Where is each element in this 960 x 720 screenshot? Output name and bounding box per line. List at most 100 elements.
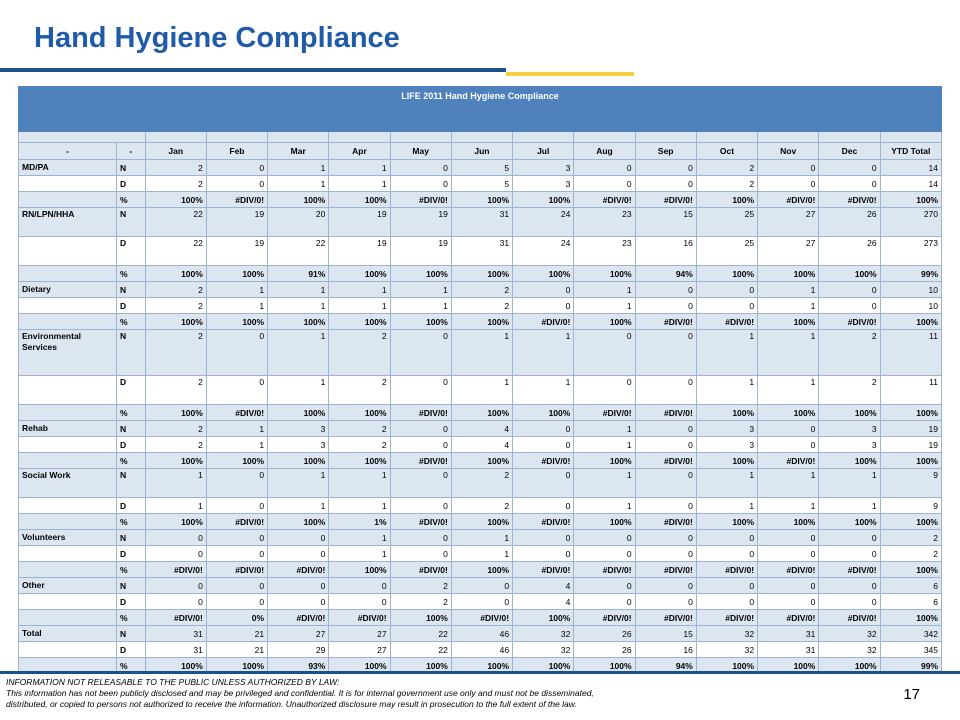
table-cell: 3 bbox=[818, 436, 881, 453]
table-cell: 100% bbox=[328, 191, 391, 208]
table-cell: 32 bbox=[818, 625, 881, 642]
table-cell: 100% bbox=[757, 657, 820, 674]
table-row: D 22 19 22 19 19 31 24 23 16 25 27 26 273 bbox=[18, 236, 943, 266]
table-cell: 1 bbox=[205, 297, 269, 314]
row-metric: N bbox=[116, 207, 146, 237]
table-cell: #DIV/0! bbox=[144, 561, 207, 578]
table-cell: 0 bbox=[144, 545, 207, 562]
table-cell: 100% bbox=[144, 313, 207, 330]
row-category bbox=[18, 657, 117, 674]
page-title: Hand Hygiene Compliance bbox=[34, 22, 400, 54]
table-cell: 1 bbox=[450, 529, 514, 546]
table-cell: 1 bbox=[144, 497, 207, 514]
table-cell: 91% bbox=[267, 265, 330, 282]
footer-rule bbox=[0, 671, 960, 674]
row-metric: % bbox=[116, 513, 146, 530]
row-metric: D bbox=[116, 545, 146, 562]
table-cell: 1 bbox=[450, 329, 514, 376]
table-cell: 100% bbox=[144, 513, 207, 530]
table-cell: 1 bbox=[144, 468, 207, 498]
table-cell: #DIV/0! bbox=[757, 561, 820, 578]
table-cell: 2 bbox=[450, 468, 514, 498]
table-cell: 0 bbox=[389, 545, 452, 562]
row-metric: % bbox=[116, 313, 146, 330]
compliance-table: LIFE 2011 Hand Hygiene Compliance - - Ja… bbox=[18, 86, 943, 674]
table-cell: 25 bbox=[695, 236, 759, 266]
table-cell: 11 bbox=[879, 375, 943, 405]
table-row: D 2 1 3 2 0 4 0 1 0 3 0 3 19 bbox=[18, 436, 943, 453]
disclaimer-line-1: INFORMATION NOT RELEASABLE TO THE PUBLIC… bbox=[6, 677, 340, 687]
column-header: Jun bbox=[450, 142, 514, 160]
table-cell: 0 bbox=[634, 436, 697, 453]
row-metric: D bbox=[116, 593, 146, 610]
table-cell: 6 bbox=[879, 577, 943, 594]
table-cell: 0 bbox=[512, 497, 575, 514]
row-metric: N bbox=[116, 625, 146, 642]
table-cell: 100% bbox=[328, 313, 391, 330]
table-cell: 100% bbox=[757, 313, 820, 330]
table-cell: 31 bbox=[757, 641, 820, 658]
table-cell: 100% bbox=[267, 191, 330, 208]
table-cell: 100% bbox=[144, 404, 207, 421]
table-cell: 22 bbox=[389, 625, 452, 642]
table-cell: 27 bbox=[757, 236, 820, 266]
table-cell: 23 bbox=[573, 207, 636, 237]
table-cell: 3 bbox=[695, 420, 759, 437]
table-cell: 100% bbox=[695, 452, 759, 469]
table-cell: #DIV/0! bbox=[634, 609, 697, 626]
table-cell: 100% bbox=[818, 657, 881, 674]
table-cell: 273 bbox=[879, 236, 943, 266]
table-cell: 0 bbox=[389, 468, 452, 498]
table-cell: #DIV/0! bbox=[389, 404, 452, 421]
table-cell: 100% bbox=[389, 313, 452, 330]
table-cell: 2 bbox=[328, 436, 391, 453]
table-cell: 1 bbox=[389, 297, 452, 314]
row-category bbox=[18, 593, 117, 610]
table-cell: 24 bbox=[512, 236, 575, 266]
table-cell: 0 bbox=[512, 545, 575, 562]
table-cell: 270 bbox=[879, 207, 943, 237]
table-cell: #DIV/0! bbox=[695, 561, 759, 578]
table-cell: 0 bbox=[389, 329, 452, 376]
row-category bbox=[18, 641, 117, 658]
table-cell: 99% bbox=[879, 265, 943, 282]
table-cell: 23 bbox=[573, 236, 636, 266]
table-cell: 0 bbox=[818, 159, 881, 176]
table-cell: 3 bbox=[512, 159, 575, 176]
row-category bbox=[18, 375, 117, 405]
table-cell: 0 bbox=[757, 593, 820, 610]
table-row: % 100% #DIV/0! 100% 100% #DIV/0! 100% 100% #DIV/… bbox=[18, 404, 943, 421]
table-cell: 32 bbox=[512, 625, 575, 642]
table-cell: 0 bbox=[205, 329, 269, 376]
table-cell: #DIV/0! bbox=[389, 561, 452, 578]
table-cell: 2 bbox=[695, 175, 759, 192]
table-cell: 3 bbox=[267, 436, 330, 453]
table-cell: 19 bbox=[879, 420, 943, 437]
table-cell: 1 bbox=[267, 497, 330, 514]
table-cell: 31 bbox=[144, 625, 207, 642]
table-cell: 1 bbox=[512, 329, 575, 376]
table-cell: #DIV/0! bbox=[634, 191, 697, 208]
table-row: Volunteers N 0 0 0 1 0 1 0 0 0 0 0 0 2 bbox=[18, 529, 943, 546]
table-cell: 2 bbox=[818, 329, 881, 376]
table-cell: 4 bbox=[450, 436, 514, 453]
table-cell: 0 bbox=[267, 529, 330, 546]
table-cell: #DIV/0! bbox=[328, 609, 391, 626]
row-metric: D bbox=[116, 436, 146, 453]
table-cell: 1 bbox=[328, 468, 391, 498]
row-category bbox=[18, 513, 117, 530]
row-metric: N bbox=[116, 159, 146, 176]
table-cell: 31 bbox=[757, 625, 820, 642]
table-cell: 1 bbox=[573, 468, 636, 498]
table-cell: 100% bbox=[695, 513, 759, 530]
table-cell: 0 bbox=[695, 297, 759, 314]
table-cell: 0 bbox=[450, 593, 514, 610]
table-cell: #DIV/0! bbox=[512, 513, 575, 530]
row-category bbox=[18, 609, 117, 626]
table-cell: 10 bbox=[879, 281, 943, 298]
table-cell: 100% bbox=[573, 452, 636, 469]
table-cell: 1 bbox=[573, 436, 636, 453]
